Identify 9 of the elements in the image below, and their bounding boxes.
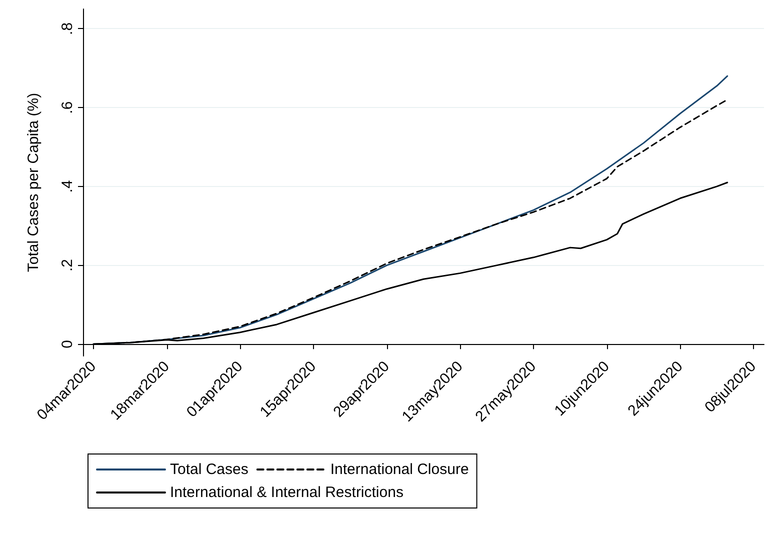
legend-label: Total Cases <box>170 461 248 478</box>
y-tick-label: .2 <box>59 259 76 272</box>
y-tick-label: 0 <box>59 340 76 348</box>
y-tick-label: .8 <box>59 22 76 35</box>
y-tick-label: .4 <box>59 180 76 193</box>
legend-label: International Closure <box>330 461 469 478</box>
legend-label: International & Internal Restrictions <box>170 484 404 501</box>
y-tick-label: .6 <box>59 101 76 114</box>
y-axis-title: Total Cases per Capita (%) <box>25 92 42 272</box>
